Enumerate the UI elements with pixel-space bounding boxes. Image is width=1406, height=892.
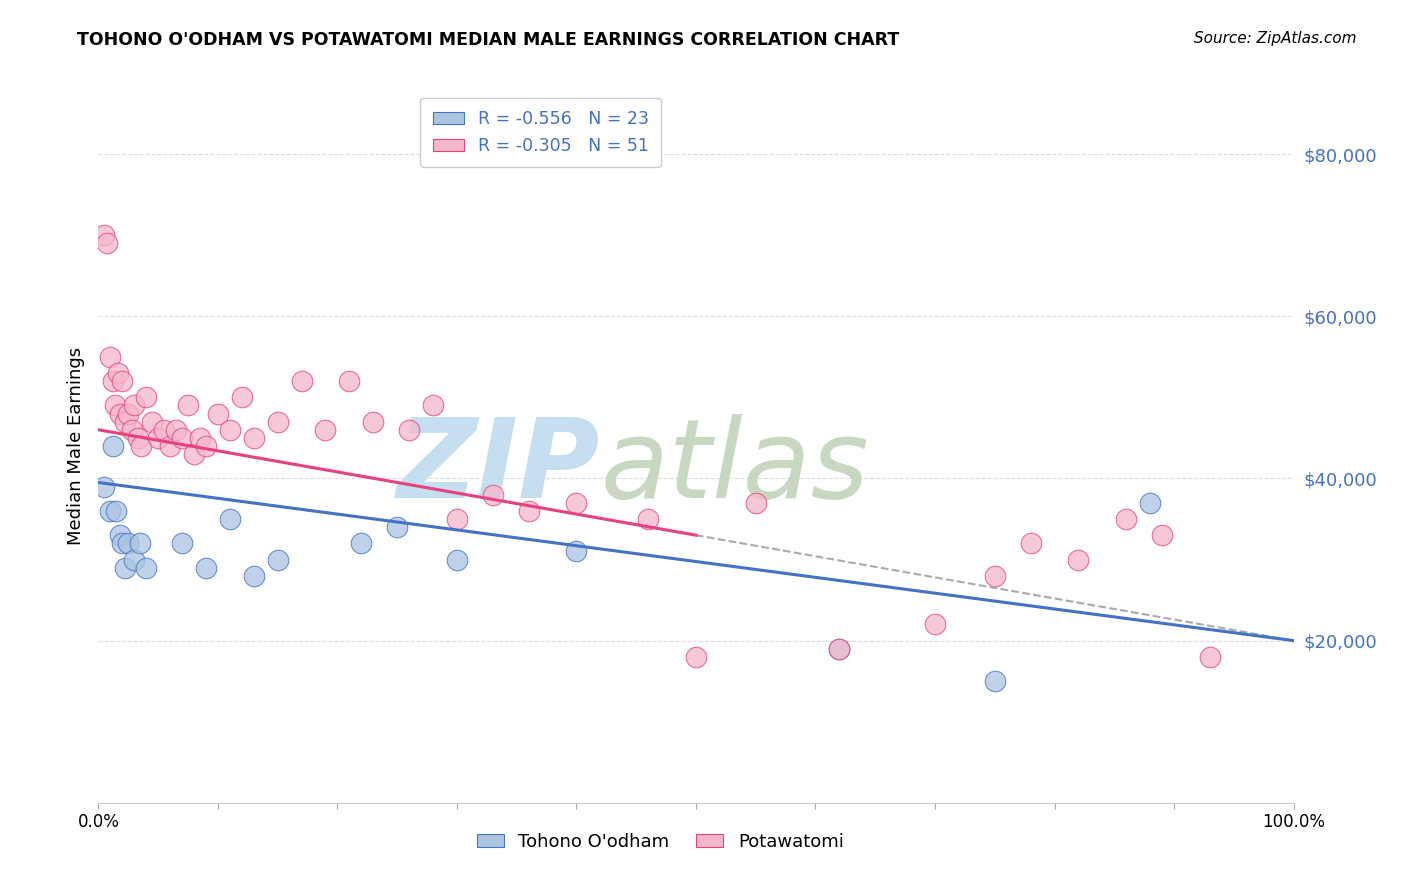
Point <box>398 423 420 437</box>
Text: Source: ZipAtlas.com: Source: ZipAtlas.com <box>1194 31 1357 46</box>
Point <box>828 641 851 656</box>
Point <box>159 439 181 453</box>
Point <box>315 423 337 437</box>
Point <box>127 431 149 445</box>
Point <box>107 366 129 380</box>
Point <box>517 504 540 518</box>
Point <box>828 641 851 656</box>
Point <box>745 496 768 510</box>
Point <box>446 552 468 566</box>
Text: ZIP: ZIP <box>396 414 600 521</box>
Point <box>385 520 409 534</box>
Point <box>117 407 139 421</box>
Point <box>1199 649 1222 664</box>
Point <box>98 350 122 364</box>
Point <box>135 560 157 574</box>
Point <box>481 488 505 502</box>
Point <box>93 479 115 493</box>
Point <box>108 528 131 542</box>
Point <box>267 552 290 566</box>
Text: TOHONO O'ODHAM VS POTAWATOMI MEDIAN MALE EARNINGS CORRELATION CHART: TOHONO O'ODHAM VS POTAWATOMI MEDIAN MALE… <box>77 31 900 49</box>
Point <box>195 439 218 453</box>
Point <box>124 399 146 413</box>
Point <box>685 649 707 664</box>
Point <box>129 536 152 550</box>
Point <box>105 504 128 518</box>
Point <box>243 568 266 582</box>
Point <box>195 560 218 574</box>
Point <box>104 399 127 413</box>
Point <box>172 536 194 550</box>
Point <box>165 423 187 437</box>
Point <box>984 568 1007 582</box>
Point <box>101 374 124 388</box>
Point <box>219 512 242 526</box>
Point <box>101 439 124 453</box>
Text: atlas: atlas <box>600 414 869 521</box>
Point <box>111 536 134 550</box>
Point <box>117 536 139 550</box>
Point <box>1115 512 1137 526</box>
Point <box>446 512 468 526</box>
Point <box>267 415 290 429</box>
Point <box>131 439 153 453</box>
Point <box>1152 528 1174 542</box>
Point <box>183 447 205 461</box>
Point <box>984 674 1007 689</box>
Point <box>363 415 385 429</box>
Point <box>637 512 659 526</box>
Point <box>350 536 373 550</box>
Point <box>96 236 118 251</box>
Point <box>188 431 211 445</box>
Point <box>207 407 229 421</box>
Point <box>148 431 170 445</box>
Point <box>93 228 115 243</box>
Point <box>141 415 163 429</box>
Point <box>924 617 946 632</box>
Point <box>135 390 157 404</box>
Point <box>177 399 200 413</box>
Y-axis label: Median Male Earnings: Median Male Earnings <box>66 347 84 545</box>
Point <box>339 374 361 388</box>
Point <box>565 496 588 510</box>
Point <box>243 431 266 445</box>
Point <box>98 504 122 518</box>
Point <box>114 415 136 429</box>
Point <box>1019 536 1042 550</box>
Point <box>291 374 314 388</box>
Point <box>422 399 444 413</box>
Point <box>231 390 253 404</box>
Point <box>1067 552 1090 566</box>
Point <box>565 544 588 558</box>
Point <box>172 431 194 445</box>
Point <box>153 423 176 437</box>
Point <box>114 560 136 574</box>
Point <box>219 423 242 437</box>
Point <box>108 407 131 421</box>
Point <box>111 374 134 388</box>
Point <box>124 552 146 566</box>
Point <box>121 423 143 437</box>
Legend: Tohono O'odham, Potawatomi: Tohono O'odham, Potawatomi <box>470 826 851 858</box>
Point <box>1139 496 1161 510</box>
